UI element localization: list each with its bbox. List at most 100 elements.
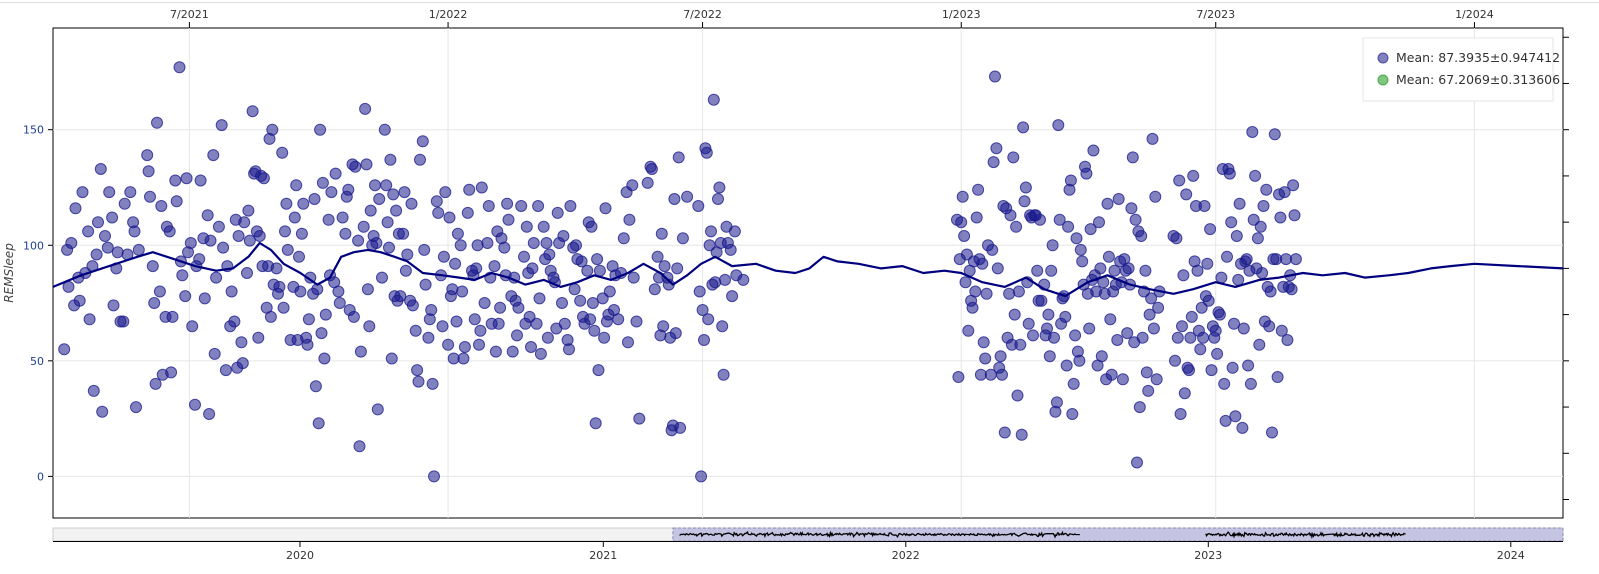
data-point: [712, 193, 724, 205]
data-point: [332, 285, 345, 298]
range-selector[interactable]: 2020 2021 2022 2023 2024: [52, 527, 1564, 562]
data-point: [1232, 273, 1245, 286]
data-point: [674, 421, 687, 434]
data-point: [1230, 230, 1243, 242]
x-tick-label: 1/2022: [429, 8, 468, 21]
data-point: [316, 176, 329, 189]
x-tick-label: 1/2024: [1455, 8, 1494, 21]
data-point: [76, 186, 89, 199]
data-point: [1213, 308, 1226, 321]
data-point: [1187, 169, 1200, 182]
x-axis-top: 7/2021 1/2022 7/2022 1/2023 7/2023 1/2024: [170, 8, 1494, 28]
data-point: [502, 213, 515, 226]
data-point: [385, 352, 398, 365]
data-point: [1046, 239, 1059, 252]
data-point: [1247, 213, 1260, 226]
data-point: [370, 237, 383, 249]
data-point: [189, 398, 201, 411]
data-point: [696, 304, 709, 316]
data-point: [280, 197, 293, 210]
data-point: [180, 172, 193, 185]
data-point: [1149, 190, 1162, 203]
data-point: [406, 299, 419, 312]
data-point: [437, 250, 450, 263]
data-point: [456, 285, 469, 298]
navigator-selection[interactable]: [672, 527, 1564, 542]
data-point: [1146, 132, 1159, 145]
data-point: [238, 216, 251, 229]
navigator-tick-label: 2021: [589, 549, 617, 562]
data-point: [991, 262, 1004, 275]
data-point: [449, 257, 462, 270]
data-point: [1256, 267, 1269, 279]
data-point: [494, 301, 507, 314]
data-point: [94, 163, 107, 175]
data-point: [394, 290, 407, 303]
data-point: [1274, 211, 1287, 224]
data-point: [1143, 308, 1156, 321]
data-point: [1084, 223, 1097, 236]
data-point: [252, 331, 265, 344]
data-point: [698, 334, 710, 346]
data-point: [651, 250, 664, 263]
data-point: [1253, 338, 1266, 351]
data-point: [87, 384, 100, 397]
data-point: [990, 142, 1003, 155]
gridlines: [53, 28, 1563, 518]
data-point: [1052, 119, 1065, 132]
data-point: [1219, 414, 1232, 427]
data-point: [511, 329, 523, 342]
data-point: [1169, 354, 1181, 367]
data-point: [428, 470, 440, 483]
data-point: [401, 248, 414, 261]
data-point: [473, 338, 485, 351]
data-point: [325, 186, 338, 199]
data-point: [353, 440, 366, 453]
data-point: [1280, 253, 1292, 266]
data-point: [318, 352, 331, 365]
data-point: [103, 186, 116, 199]
data-point: [279, 225, 291, 238]
data-point: [1209, 324, 1222, 337]
data-point: [1121, 327, 1134, 340]
data-point: [1010, 220, 1023, 233]
data-point: [293, 250, 305, 263]
data-point: [1041, 322, 1053, 335]
data-point: [1171, 331, 1184, 344]
data-point: [418, 243, 431, 256]
data-point: [463, 183, 476, 196]
data-point: [1142, 384, 1155, 397]
data-point: [1129, 213, 1142, 226]
x-tick-label: 7/2022: [683, 8, 722, 21]
data-point: [1112, 193, 1125, 205]
data-point: [92, 216, 104, 229]
navigator-sparkline-path: [679, 530, 1406, 540]
data-point: [383, 241, 395, 254]
data-point: [586, 297, 599, 309]
data-point: [319, 308, 332, 321]
data-point: [1074, 243, 1087, 256]
data-point: [956, 190, 969, 203]
data-point: [994, 350, 1007, 363]
data-point: [1289, 253, 1302, 266]
plot-area[interactable]: 7/2021 1/2022 7/2022 1/2023 7/2023 1/2024 0 50…: [23, 8, 1569, 519]
data-point: [1225, 216, 1238, 229]
data-point: [1257, 200, 1270, 212]
data-point: [1201, 257, 1214, 270]
data-point: [672, 151, 685, 164]
data-point: [96, 405, 109, 418]
data-point: [65, 237, 78, 249]
data-point: [1266, 426, 1278, 439]
data-point: [1015, 428, 1028, 441]
data-point: [342, 183, 355, 196]
data-point: [201, 209, 214, 222]
data-point: [972, 183, 985, 196]
data-point: [1116, 373, 1129, 386]
data-point: [1223, 167, 1236, 180]
y-axis-label: REMSleep: [2, 243, 16, 303]
y-tick-label: 0: [37, 470, 44, 483]
data-point: [219, 364, 232, 377]
data-point: [336, 211, 349, 224]
